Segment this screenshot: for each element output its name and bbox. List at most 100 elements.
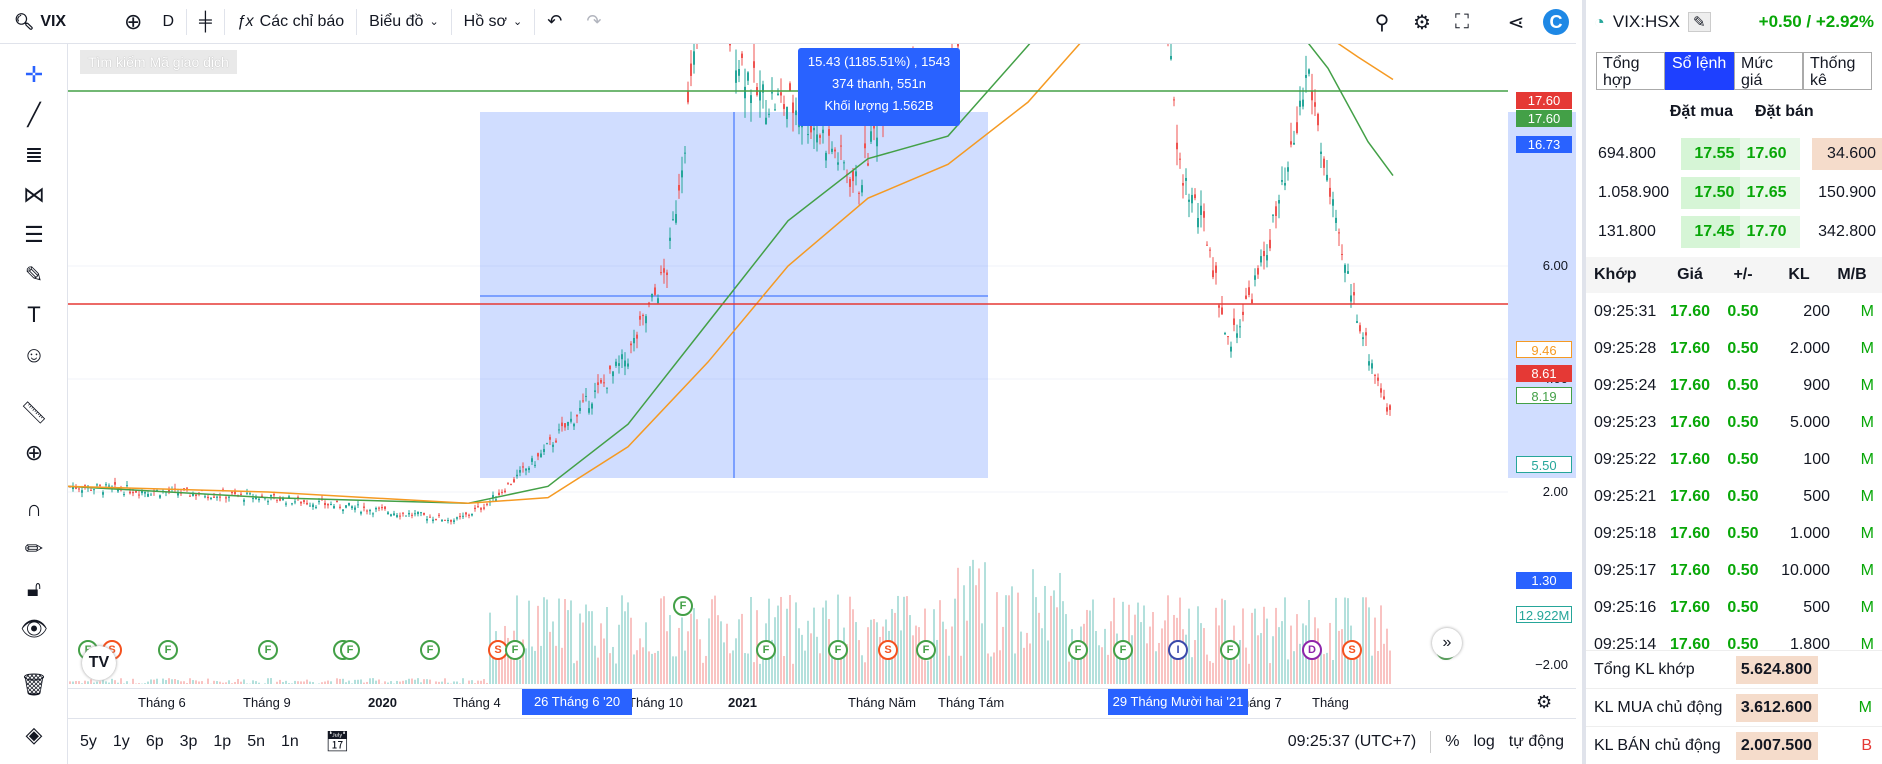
event-badge[interactable]: F (1113, 640, 1133, 660)
pattern-tool[interactable]: ⋈ (14, 178, 54, 212)
chart-menu-button[interactable]: Biểu đồ ⌄ (357, 8, 452, 35)
remove-drawings-tool[interactable]: 🗑︎ (14, 668, 54, 702)
event-badge[interactable]: F (1068, 640, 1088, 660)
emoji-tool[interactable]: ☺ (14, 338, 54, 372)
magnet-tool[interactable]: ∩ (14, 492, 54, 526)
candle-body (1374, 374, 1376, 376)
percent-scale-button[interactable]: % (1445, 732, 1460, 750)
range-button-1y[interactable]: 1y (112, 732, 130, 750)
object-tree-button[interactable]: ◈ (14, 718, 54, 752)
event-badge[interactable]: F (340, 640, 360, 660)
event-badge[interactable]: D (1302, 640, 1322, 660)
candle-body (309, 505, 311, 507)
trend-line-tool[interactable]: ╱ (14, 98, 54, 132)
candle-body (81, 490, 83, 493)
price-chart-svg[interactable] (68, 44, 1576, 716)
tab-statistics[interactable]: Thống kê (1803, 52, 1872, 90)
orderbook-row[interactable]: 131.800 17.45 17.70 342.800 (1586, 212, 1882, 251)
event-badge[interactable]: F (505, 640, 525, 660)
event-badge[interactable]: F (158, 640, 178, 660)
event-badge[interactable]: F (420, 640, 440, 660)
trade-cell: 17.60 (1669, 598, 1711, 616)
quick-search-button[interactable]: ⚲ (1362, 0, 1402, 44)
volume-bar (1146, 643, 1148, 684)
volume-bar (279, 679, 281, 684)
crosshair-tool[interactable]: ✛ (14, 58, 54, 92)
symbol-search-button[interactable]: 🔍︎ VIX (6, 4, 116, 40)
edit-symbol-button[interactable]: ✎ (1687, 12, 1711, 32)
clock-readout[interactable]: 09:25:37 (UTC+7) (1287, 732, 1417, 750)
scroll-to-realtime-button[interactable]: » (1432, 628, 1462, 658)
date-range-button[interactable]: 📅︎ (325, 729, 350, 754)
candle-body (369, 510, 371, 512)
ruler-tool[interactable]: 📏︎ (14, 396, 54, 430)
event-badge[interactable]: S (1342, 640, 1362, 660)
text-tool[interactable]: T (14, 298, 54, 332)
event-badge[interactable]: F (756, 640, 776, 660)
volume-bar (666, 631, 668, 684)
candle-body (483, 507, 485, 509)
tab-orderbook[interactable]: Sổ lệnh (1665, 52, 1734, 90)
candle-body (636, 334, 638, 339)
redo-button[interactable]: ↷ (574, 0, 613, 44)
event-badge[interactable]: I (1168, 640, 1188, 660)
undo-button[interactable]: ↶ (535, 0, 574, 44)
range-button-5n[interactable]: 5n (247, 732, 265, 750)
event-badge[interactable]: F (673, 596, 693, 616)
chart-type-button[interactable]: ╪ (187, 8, 225, 35)
hide-drawings-tool[interactable]: 👁︎ (14, 612, 54, 646)
range-button-3p[interactable]: 3p (179, 732, 198, 750)
log-scale-button[interactable]: log (1473, 732, 1495, 750)
fib-tool[interactable]: ≣ (14, 138, 54, 172)
candle-body (564, 423, 566, 428)
volume-bar (171, 679, 173, 684)
brush-tool[interactable]: ✎ (14, 258, 54, 292)
chart-area[interactable]: Tìm kiếm Mã giao dịch 15.43 (1185.51%) ,… (68, 44, 1576, 716)
range-button-6p[interactable]: 6p (145, 732, 164, 750)
auto-scale-button[interactable]: tự động (1508, 732, 1564, 750)
candle-body (282, 497, 284, 501)
projection-tool[interactable]: ☰ (14, 218, 54, 252)
event-badge[interactable]: F (258, 640, 278, 660)
settings-button[interactable]: ⚙ (1402, 0, 1442, 44)
candle-body (480, 508, 482, 510)
trade-row: 09:25:21 17.60 0.50 500 M (1586, 478, 1882, 515)
range-button-1p[interactable]: 1p (213, 732, 232, 750)
indicators-button[interactable]: ƒx Các chỉ báo (225, 8, 358, 35)
time-axis[interactable]: Tháng 6 Tháng 9 2020 Tháng 4 Tháng 10 2021 Thá… (68, 688, 1576, 716)
profile-menu-button[interactable]: Hồ sơ ⌄ (452, 8, 536, 35)
candle-body (729, 44, 731, 46)
volume-bar (735, 638, 737, 684)
orderbook-row[interactable]: 694.800 17.55 17.60 34.600 (1586, 134, 1882, 173)
interval-button[interactable]: D (150, 8, 187, 35)
range-button-5y[interactable]: 5y (80, 732, 97, 750)
time-axis-label: Tháng 9 (243, 695, 291, 710)
fullscreen-button[interactable]: ⛶ (1442, 0, 1482, 44)
add-symbol-button[interactable]: ⊕ (116, 0, 150, 44)
orderbook-row[interactable]: 1.058.900 17.50 17.65 150.900 (1586, 173, 1882, 212)
share-button[interactable]: ⋖ (1496, 0, 1536, 44)
range-button-1n[interactable]: 1n (281, 732, 299, 750)
volume-bar (1380, 605, 1382, 684)
candle-body (1251, 299, 1253, 304)
lock-drawing-tool[interactable]: ✏ (14, 532, 54, 566)
tab-summary[interactable]: Tổng hợp (1596, 52, 1665, 90)
tab-price-levels[interactable]: Mức giá (1734, 52, 1803, 90)
volume-bar (1209, 661, 1211, 684)
candle-body (384, 506, 386, 509)
event-badge[interactable]: F (916, 640, 936, 660)
volume-bar (1113, 597, 1115, 684)
candle-body (618, 363, 620, 366)
candle-body (102, 492, 104, 495)
axis-settings-button[interactable]: ⚙ (1536, 692, 1552, 713)
zoom-tool[interactable]: ⊕ (14, 436, 54, 470)
lock-all-tool[interactable]: 🔓︎ (14, 572, 54, 606)
event-badge[interactable]: F (828, 640, 848, 660)
candle-body (267, 501, 269, 503)
volume-bar (102, 680, 104, 684)
event-badge[interactable]: F (1220, 640, 1240, 660)
volume-bar (723, 642, 725, 684)
time-axis-label: 2021 (728, 695, 757, 710)
trades-header-cell: Khớp (1594, 266, 1637, 283)
event-badge[interactable]: S (878, 640, 898, 660)
